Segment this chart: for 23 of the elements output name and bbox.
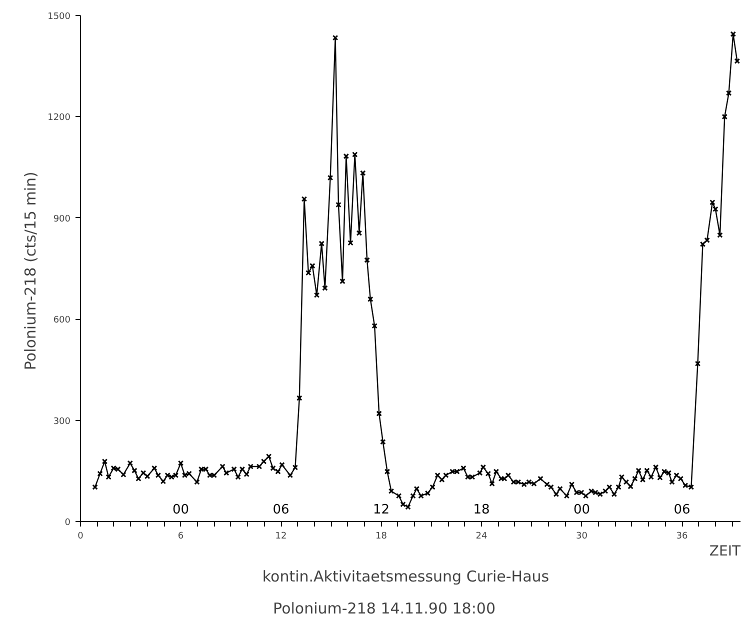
- text: kontin.Aktivitaetsmessung Curie-Haus: [262, 568, 550, 586]
- x-tick-label: 30: [576, 532, 588, 542]
- y-tick-label: 1500: [48, 12, 71, 22]
- y-tick-label: 1200: [48, 113, 71, 124]
- annotation: 06: [674, 502, 690, 518]
- y-axis-title: Polonium-218 (cts/15 min): [22, 172, 40, 370]
- annotation: 18: [473, 502, 490, 518]
- y-tick-label: 900: [53, 214, 71, 224]
- x-tick-label: 12: [275, 532, 287, 542]
- y-tick-label: 0: [64, 518, 71, 528]
- x-tick-label: 6: [178, 532, 184, 542]
- x-tick-label: 24: [476, 532, 488, 542]
- annotation: 00: [573, 502, 590, 518]
- x-axis-title: ZEIT: [709, 544, 741, 560]
- annotation: 00: [172, 502, 190, 518]
- y-tick-label: 300: [53, 416, 71, 427]
- annotation: 12: [372, 502, 390, 518]
- y-tick-label: 600: [53, 316, 71, 326]
- text: Polonium-218 14.11.90 18:00: [273, 600, 496, 618]
- x-tick-label: 36: [676, 532, 688, 542]
- annotation: 06: [272, 502, 290, 518]
- x-tick-label: 18: [376, 532, 388, 542]
- x-tick-label: 0: [78, 532, 84, 542]
